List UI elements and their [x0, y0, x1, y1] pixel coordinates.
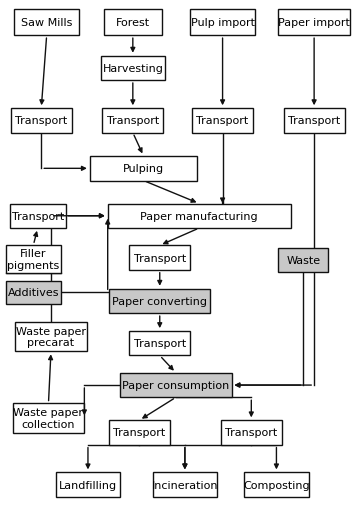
FancyBboxPatch shape — [278, 248, 328, 273]
FancyBboxPatch shape — [10, 204, 65, 229]
Text: Transport: Transport — [196, 116, 249, 126]
FancyBboxPatch shape — [120, 373, 232, 398]
Text: Transport: Transport — [134, 338, 186, 349]
FancyBboxPatch shape — [6, 245, 61, 274]
Text: Paper manufacturing: Paper manufacturing — [140, 211, 258, 221]
FancyBboxPatch shape — [129, 246, 190, 270]
FancyBboxPatch shape — [90, 157, 197, 181]
Text: Saw Mills: Saw Mills — [21, 18, 73, 28]
FancyBboxPatch shape — [244, 472, 309, 497]
Text: Transport: Transport — [11, 211, 64, 221]
FancyBboxPatch shape — [14, 10, 79, 36]
FancyBboxPatch shape — [101, 56, 165, 81]
FancyBboxPatch shape — [13, 404, 84, 433]
Text: Paper import: Paper import — [278, 18, 350, 28]
Text: Pulping: Pulping — [123, 164, 164, 174]
FancyBboxPatch shape — [15, 322, 87, 352]
Text: Pulp import: Pulp import — [191, 18, 255, 28]
FancyBboxPatch shape — [108, 204, 291, 229]
FancyBboxPatch shape — [56, 472, 120, 497]
Text: Forest: Forest — [116, 18, 150, 28]
Text: Filler
pigments: Filler pigments — [7, 249, 60, 270]
FancyBboxPatch shape — [190, 10, 255, 36]
FancyBboxPatch shape — [278, 10, 350, 36]
Text: Paper converting: Paper converting — [112, 296, 207, 306]
FancyBboxPatch shape — [153, 472, 217, 497]
FancyBboxPatch shape — [221, 420, 282, 445]
Text: Incineration: Incineration — [151, 479, 218, 490]
Text: Paper consumption: Paper consumption — [122, 380, 229, 390]
FancyBboxPatch shape — [192, 109, 253, 133]
Text: Transport: Transport — [15, 116, 67, 126]
Text: Landfilling: Landfilling — [59, 479, 117, 490]
FancyBboxPatch shape — [109, 289, 210, 314]
FancyBboxPatch shape — [109, 420, 170, 445]
Text: Harvesting: Harvesting — [102, 64, 163, 74]
FancyBboxPatch shape — [102, 109, 163, 133]
Text: Transport: Transport — [225, 428, 278, 438]
FancyBboxPatch shape — [104, 10, 162, 36]
Text: Waste paper
precarat: Waste paper precarat — [16, 326, 86, 348]
FancyBboxPatch shape — [284, 109, 345, 133]
Text: Transport: Transport — [288, 116, 340, 126]
Text: Waste paper
collection: Waste paper collection — [14, 408, 83, 429]
Text: Transport: Transport — [134, 253, 186, 263]
Text: Transport: Transport — [107, 116, 159, 126]
Text: Transport: Transport — [113, 428, 165, 438]
FancyBboxPatch shape — [11, 109, 72, 133]
FancyBboxPatch shape — [6, 281, 61, 304]
Text: Waste: Waste — [286, 256, 321, 266]
Text: Composting: Composting — [243, 479, 310, 490]
Text: Additives: Additives — [8, 288, 59, 298]
FancyBboxPatch shape — [129, 331, 190, 356]
